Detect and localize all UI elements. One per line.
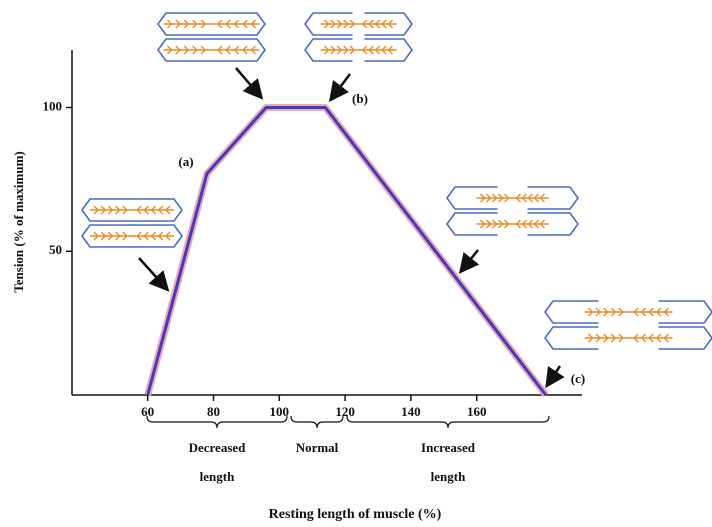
annotation: (a) [178,154,193,169]
x-tick-label: 60 [141,404,154,419]
x-tick-label: 160 [467,404,487,419]
brace [347,416,549,428]
chart: Resting length of muscle (%) Tension (% … [0,0,712,527]
region-label: Decreased [189,440,247,455]
region-label: Normal [296,440,339,455]
line-halo [148,108,546,396]
annotation: (b) [352,91,368,106]
annotation: (c) [571,371,585,386]
x-tick-label: 120 [335,404,355,419]
x-tick-label: 80 [207,404,220,419]
x-tick-label: 140 [401,404,421,419]
region-label: length [431,469,466,484]
y-axis-label: Tension (% of maximum) [11,151,26,292]
x-tick-label: 100 [270,404,290,419]
y-tick-label: 100 [43,98,63,113]
region-label: length [200,469,235,484]
line [148,108,546,396]
y-tick-label: 50 [49,242,62,257]
x-axis-label: Resting length of muscle (%) [269,507,442,522]
region-label: Increased [421,440,476,455]
